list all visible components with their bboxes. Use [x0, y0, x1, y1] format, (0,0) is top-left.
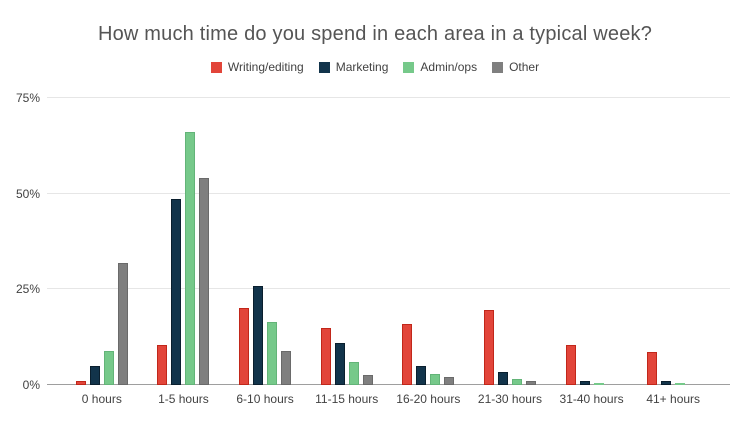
x-axis-category-label: 6-10 hours [236, 392, 294, 406]
category-band-0: 0 hours [61, 85, 143, 406]
legend-label: Admin/ops [420, 60, 478, 74]
gridline-25 [47, 288, 730, 289]
bar-admin-ops-31-40-hours [593, 383, 604, 385]
bar-writing-editing-41+-hours [647, 352, 658, 385]
bar-marketing-16-20-hours [416, 366, 427, 385]
bar-other-11-15-hours [362, 375, 373, 385]
x-axis-category-label: 31-40 hours [559, 392, 624, 406]
x-axis-category-label: 41+ hours [646, 392, 701, 406]
category-band-4: 16-20 hours [388, 85, 470, 406]
bar-admin-ops-1-5-hours [185, 132, 196, 385]
category-band-7: 41+ hours [632, 85, 714, 406]
bar-other-0-hours [117, 263, 128, 385]
bar-other-1-5-hours [199, 178, 210, 385]
chart-title: How much time do you spend in each area … [97, 23, 653, 45]
bar-admin-ops-41+-hours [675, 383, 686, 385]
category-band-5: 21-30 hours [469, 85, 551, 406]
x-axis-category-label: 21-30 hours [477, 392, 542, 406]
legend-item-3: Other [492, 60, 539, 74]
legend: Writing/editing Marketing Admin/ops Other [0, 60, 750, 74]
category-band-1: 1-5 hours [143, 85, 225, 406]
legend-label: Writing/editing [227, 60, 304, 74]
legend-item-1: Marketing [318, 60, 389, 74]
legend-swatch-icon [210, 61, 222, 73]
x-axis-category-label: 0 hours [81, 392, 122, 406]
legend-item-0: Writing/editing [210, 60, 304, 74]
gridline-50 [47, 193, 730, 194]
bar-marketing-41+-hours [661, 381, 672, 385]
bar-marketing-21-30-hours [497, 372, 508, 385]
category-band-3: 11-15 hours [306, 85, 388, 406]
x-axis-category-label: 16-20 hours [396, 392, 461, 406]
category-band-6: 31-40 hours [551, 85, 633, 406]
bar-writing-editing-0-hours [75, 381, 86, 385]
y-axis-label-75: 75% [15, 91, 40, 105]
bar-writing-editing-16-20-hours [402, 324, 413, 385]
bar-writing-editing-1-5-hours [157, 345, 168, 385]
bar-admin-ops-11-15-hours [348, 362, 359, 385]
bar-marketing-0-hours [89, 366, 100, 385]
bar-marketing-1-5-hours [171, 199, 182, 385]
legend-item-2: Admin/ops [403, 60, 477, 74]
y-axis-label-0: 0% [22, 378, 40, 392]
bar-admin-ops-21-30-hours [511, 379, 522, 385]
y-axis-label-50: 50% [15, 187, 40, 201]
bar-writing-editing-31-40-hours [565, 345, 576, 385]
plot-bands: 0 hours 1-5 hours 6-10 hours 11-15 hours 16-… [61, 85, 714, 406]
legend-swatch-icon [403, 61, 415, 73]
x-axis-baseline [47, 384, 730, 385]
bar-admin-ops-16-20-hours [430, 374, 441, 385]
bar-marketing-11-15-hours [334, 343, 345, 385]
x-axis-category-label: 1-5 hours [158, 392, 209, 406]
bar-admin-ops-0-hours [103, 351, 114, 385]
legend-label: Other [509, 60, 540, 74]
gridline-75 [47, 97, 730, 98]
bar-admin-ops-6-10-hours [267, 322, 278, 385]
x-axis-category-label: 11-15 hours [315, 392, 379, 406]
legend-swatch-icon [318, 61, 330, 73]
bar-writing-editing-11-15-hours [320, 328, 331, 385]
bar-marketing-6-10-hours [253, 286, 264, 385]
category-band-2: 6-10 hours [224, 85, 306, 406]
bar-other-21-30-hours [525, 381, 536, 385]
bar-marketing-31-40-hours [579, 381, 590, 385]
bar-writing-editing-21-30-hours [483, 310, 494, 385]
bar-other-6-10-hours [281, 351, 292, 385]
y-axis-label-25: 25% [15, 282, 40, 296]
bar-writing-editing-6-10-hours [239, 308, 250, 385]
plot-area: 0% 25% 50% 75% 0 hours 1-5 hours 6-10 hours 11-… [16, 85, 730, 406]
legend-label: Marketing [335, 60, 389, 74]
legend-swatch-icon [492, 61, 504, 73]
bar-other-16-20-hours [444, 377, 455, 385]
